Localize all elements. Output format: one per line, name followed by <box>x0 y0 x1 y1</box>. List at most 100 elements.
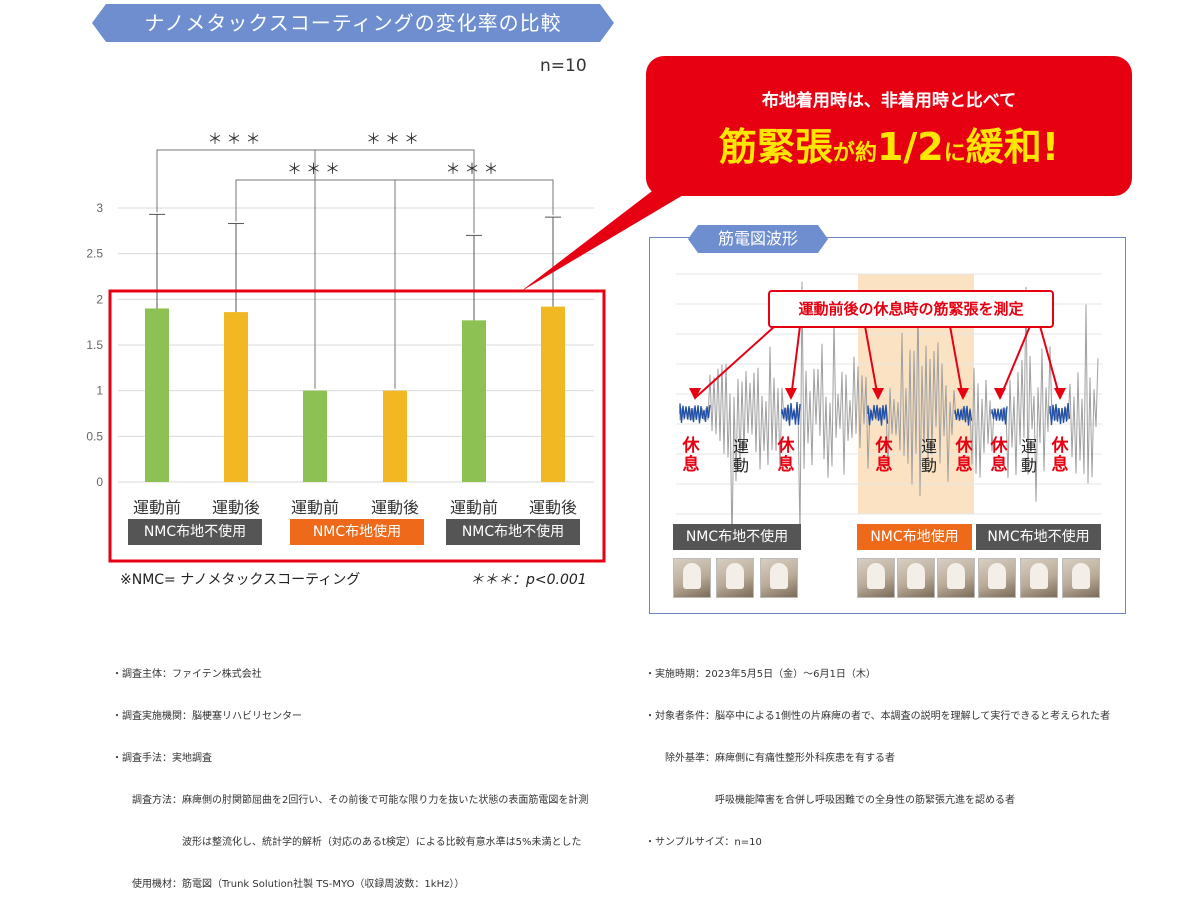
emg-rest-segment <box>781 401 801 426</box>
callout-word-ni: に <box>943 141 966 166</box>
bar <box>462 320 486 482</box>
banner-shape <box>92 4 614 42</box>
emg-arrowhead <box>1054 388 1066 400</box>
study-info-left: ・調査主体：ファイテン株式会社 ・調査実施機関：脳梗塞リハビリセンター ・調査手… <box>112 640 588 906</box>
emg-rest-segment <box>1049 403 1071 426</box>
category-label: 運動後 <box>211 498 260 517</box>
info-line: ・実施時期：2023年5月5日（金）〜6月1日（木） <box>645 669 876 680</box>
bar <box>383 390 407 482</box>
bar-chart: 0 0.5 1 1.5 2 2.5 3 ＊＊＊ ＊＊＊ ＊＊＊ ＊＊＊ <box>86 130 700 563</box>
callout-word-half: 1/2 <box>876 125 944 169</box>
group-tag-no-nmc: NMC布地不使用 <box>128 519 262 545</box>
bar <box>541 306 565 482</box>
subject-photo <box>760 558 798 598</box>
emg-arrow <box>694 325 776 399</box>
subject-photo <box>857 558 895 598</box>
study-info-right: ・実施時期：2023年5月5日（金）〜6月1日（木） ・対象者条件：脳卒中による… <box>645 640 1110 864</box>
info-line: 呼吸機能障害を合併し呼吸困難での全身性の筋緊張亢進を認める者 <box>645 795 1015 806</box>
emg-rest-segment <box>867 404 889 426</box>
exercise-label: 運動 <box>920 437 937 475</box>
y-tick-label: 2.5 <box>86 247 103 261</box>
nmc-footnote: ※NMC= ナノメタックスコーティング <box>120 572 361 588</box>
significance-label: ＊＊＊ <box>287 160 344 178</box>
info-line: ・調査実施機関：脳梗塞リハビリセンター <box>112 711 302 722</box>
rest-label: 休息 <box>1051 436 1069 475</box>
info-line: 除外基準：麻痺側に有痛性整形外科疾患を有する者 <box>645 753 895 764</box>
highlight-box <box>108 289 606 563</box>
emg-arrowhead <box>957 388 969 400</box>
subject-photo <box>673 558 711 598</box>
title-banner: ナノメタックスコーティングの変化率の比較 <box>92 4 614 42</box>
emg-arrowhead <box>785 388 797 400</box>
subject-photo <box>897 558 935 598</box>
category-label: 運動後 <box>528 498 577 517</box>
info-line: ・調査主体：ファイテン株式会社 <box>112 669 262 680</box>
category-label: 運動前 <box>449 498 498 517</box>
emg-rest-segment <box>679 403 711 424</box>
emg-callout: 運動前後の休息時の筋緊張を測定 <box>768 290 1054 328</box>
rest-label: 休息 <box>777 436 795 475</box>
significance-label: ＊＊＊ <box>207 130 264 148</box>
emg-rest-segment <box>991 406 1008 425</box>
category-label: 運動後 <box>370 498 419 517</box>
y-tick-label: 1 <box>96 384 103 398</box>
rest-label: 休息 <box>955 436 973 475</box>
category-label: 運動前 <box>290 498 339 517</box>
y-tick-label: 2 <box>96 292 103 306</box>
emg-arrowhead <box>872 388 884 400</box>
bar <box>145 308 169 482</box>
callout-line1: 布地着用時は、非着用時と比べて <box>761 91 1017 111</box>
emg-arrow <box>999 325 1031 399</box>
emg-title-banner: 筋電図波形 <box>688 225 828 253</box>
bar <box>303 390 327 482</box>
group-tag-nmc: NMC布地使用 <box>290 519 424 545</box>
emg-tag-nmc: NMC布地使用 <box>857 524 972 550</box>
callout-pointer <box>520 185 700 292</box>
emg-tag-no-nmc: NMC布地不使用 <box>673 524 801 550</box>
emg-arrow <box>790 325 801 399</box>
info-line: ・対象者条件：脳卒中による1側性の片麻痺の者で、本調査の説明を理解して実行できる… <box>645 711 1111 722</box>
exercise-label: 運動 <box>732 437 749 475</box>
emg-title: 筋電図波形 <box>717 229 798 248</box>
callout-word-relief: 緩和 <box>965 125 1042 169</box>
rest-label: 休息 <box>990 436 1008 475</box>
y-tick-label: 0.5 <box>86 429 103 443</box>
significance-bracket <box>314 149 475 389</box>
callout-word-yaku: 約 <box>854 141 877 166</box>
y-tick-label: 0 <box>96 475 103 489</box>
significance-footnote: ＊＊＊：p<0.001 <box>470 572 587 588</box>
bar <box>224 312 248 482</box>
info-line: 波形は整流化し、統計学的解析（対応のあるt検定）による比較有意水準は5%未満とし… <box>112 837 582 848</box>
y-tick-label: 3 <box>96 201 103 215</box>
callout-word-exclaim: ! <box>1041 125 1060 169</box>
subject-photo <box>716 558 754 598</box>
emg-arrowhead <box>689 388 701 400</box>
emg-tag-no-nmc: NMC布地不使用 <box>976 524 1101 550</box>
callout-word-ga: が <box>832 141 855 166</box>
y-tick-label: 1.5 <box>86 338 103 352</box>
info-line: ・調査手法：実地調査 <box>112 753 212 764</box>
sample-size-label: n=10 <box>540 56 587 76</box>
emg-rest-segment <box>954 405 973 426</box>
emg-arrow <box>1039 325 1061 399</box>
conclusion-callout: 布地着用時は、非着用時と比べて 筋緊張が約1/2に緩和! <box>646 56 1132 196</box>
subject-photo <box>978 558 1016 598</box>
emg-arrow <box>864 325 879 399</box>
subject-photo <box>1062 558 1100 598</box>
emg-trace <box>679 281 1099 548</box>
subject-photo <box>937 558 975 598</box>
callout-word-tension: 筋緊張 <box>718 125 833 169</box>
group-tag-no-nmc: NMC布地不使用 <box>446 519 580 545</box>
rest-label: 休息 <box>875 436 893 475</box>
emg-banner-shape <box>688 225 828 253</box>
emg-arrowhead <box>994 388 1006 400</box>
info-line: 使用機材：筋電図（Trunk Solution社製 TS-MYO（収録周波数：1… <box>112 879 465 890</box>
subject-photo <box>1020 558 1058 598</box>
significance-label: ＊＊＊ <box>366 130 423 148</box>
page-title: ナノメタックスコーティングの変化率の比較 <box>144 11 562 35</box>
significance-label: ＊＊＊ <box>445 160 502 178</box>
info-line: 調査方法：麻痺側の肘関節屈曲を2回行い、その前後で可能な限り力を抜いた状態の表面… <box>112 795 589 806</box>
emg-arrow <box>949 325 964 399</box>
category-label: 運動前 <box>132 498 181 517</box>
exercise-label: 運動 <box>1020 437 1037 475</box>
